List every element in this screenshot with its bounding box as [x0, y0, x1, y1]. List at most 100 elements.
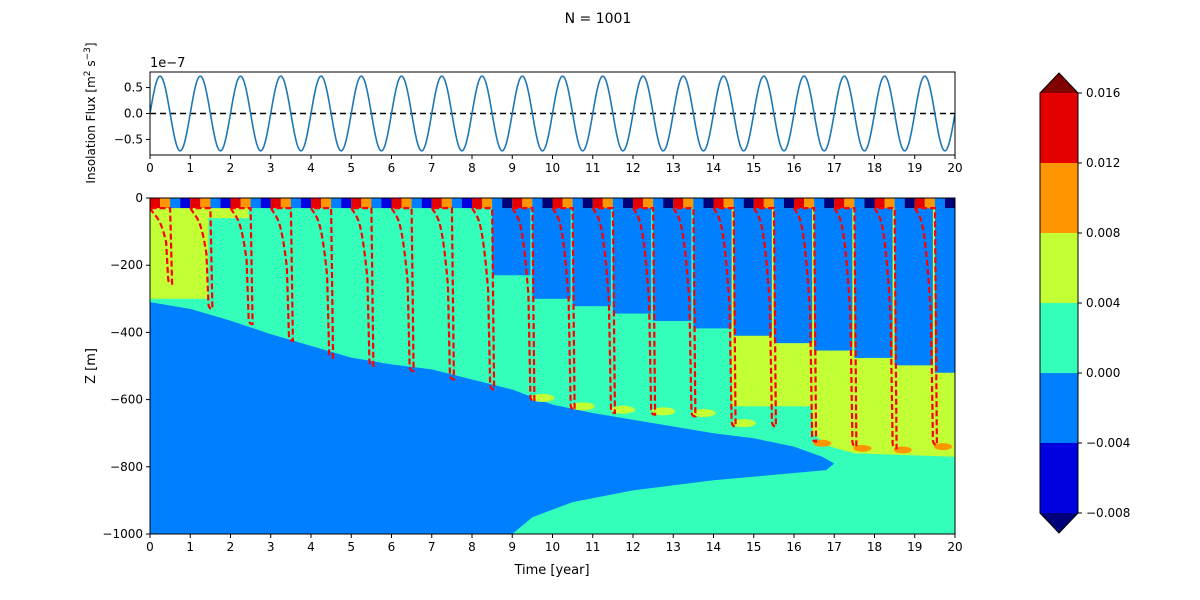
surface-band-cell — [451, 198, 462, 209]
insolation-x-ticks: 0 1 2 3 4 5 6 7 8 9 10 11 12 13 14 15 16 17 18 19 20 — [146, 155, 963, 175]
surface-band-cell — [260, 198, 271, 209]
insolation-x-tick-label: 1 — [186, 161, 194, 175]
insolation-x-tick-label: 12 — [625, 161, 640, 175]
mixed-layer-blue-fill — [894, 208, 933, 366]
subsurface-blob — [691, 409, 716, 418]
depth-x-tick-label: 20 — [947, 540, 962, 554]
surface-band-cell — [582, 198, 593, 209]
depth-x-tick-label: 15 — [746, 540, 761, 554]
surface-band-cell — [944, 198, 955, 209]
mixed-layer-depth-curve — [833, 207, 858, 448]
mixed-layer-depth-curve — [712, 207, 737, 428]
figure-title: N = 1001 — [565, 11, 632, 27]
surface-band-cell — [713, 198, 724, 209]
surface-band-cell — [391, 198, 402, 209]
surface-band-cell — [321, 198, 332, 209]
mixed-layer-blue-fill — [572, 208, 611, 307]
surface-band-cell — [290, 198, 301, 209]
surface-band-cell — [160, 198, 171, 209]
surface-band-cell — [804, 198, 815, 209]
mixed-layer-blue-fill — [773, 208, 813, 344]
depth-x-tick-label: 0 — [146, 540, 154, 554]
depth-x-tick-label: 5 — [347, 540, 355, 554]
colorbar-tick-label: 0.000 — [1086, 366, 1120, 380]
insolation-x-tick-label: 14 — [706, 161, 721, 175]
colorbar-ticks: −0.008 −0.004 0.000 0.004 0.008 0.012 0.016 — [1078, 86, 1130, 520]
depth-x-tick-label: 9 — [508, 540, 516, 554]
insolation-series-line — [150, 75, 955, 152]
surface-band-cell — [914, 198, 925, 209]
depth-y-tick-label: −600 — [110, 393, 143, 407]
surface-band-cell — [794, 198, 805, 209]
surface-band-cell — [602, 198, 613, 209]
surface-band-cell — [502, 198, 513, 209]
surface-band-cell — [200, 198, 211, 209]
surface-band-cell — [361, 198, 372, 209]
colorbar-tick-label: 0.008 — [1086, 226, 1120, 240]
surface-band-cell — [210, 198, 221, 209]
insolation-x-tick-label: 3 — [267, 161, 275, 175]
depth-x-tick-label: 16 — [786, 540, 801, 554]
colorbar: −0.008 −0.004 0.000 0.004 0.008 0.012 0.016 — [1039, 72, 1130, 534]
depth-x-tick-label: 19 — [907, 540, 922, 554]
surface-band-cell — [733, 198, 744, 209]
insolation-x-tick-label: 15 — [746, 161, 761, 175]
surface-band-cell — [934, 198, 945, 209]
depth-panel: 0 1 2 3 4 5 6 7 8 9 10 11 12 13 14 15 16 17 18 19 20 0−200−4… — [84, 191, 963, 578]
colorbar-segments — [1040, 93, 1078, 513]
mixed-layer-depth-curve — [551, 207, 576, 411]
depth-x-tick-label: 13 — [666, 540, 681, 554]
surface-band-cell — [250, 198, 261, 209]
deep-layer-region — [150, 302, 835, 534]
surface-band-cell — [411, 198, 422, 209]
surface-band-cell — [472, 198, 483, 209]
depth-y-tick-label: −800 — [110, 460, 143, 474]
subsurface-blob — [813, 439, 832, 447]
insolation-x-tick-label: 9 — [508, 161, 516, 175]
depth-y-tick-label: −400 — [110, 325, 143, 339]
surface-band-cell — [874, 198, 885, 209]
mixed-layer-depth-curve — [430, 207, 456, 381]
insolation-x-tick-label: 16 — [786, 161, 801, 175]
surface-band-cell — [723, 198, 734, 209]
surface-band-cell — [170, 198, 181, 209]
surface-band-cell — [381, 198, 392, 209]
surface-band-cell — [461, 198, 472, 209]
depth-x-tick-label: 2 — [227, 540, 235, 554]
subsurface-blob — [651, 407, 676, 416]
mixed-layer-blue-fill — [854, 208, 893, 358]
surface-band-cell — [220, 198, 231, 209]
surface-band-cell — [763, 198, 774, 209]
surface-band-cell — [783, 198, 794, 209]
contour-plot-area — [150, 198, 955, 534]
colorbar-over-extension — [1040, 73, 1078, 93]
mixed-layer-depth-curve — [511, 207, 536, 403]
depth-x-tick-label: 4 — [307, 540, 315, 554]
surface-band — [150, 198, 955, 209]
insolation-x-tick-label: 11 — [585, 161, 600, 175]
insolation-x-tick-label: 20 — [947, 161, 962, 175]
insolation-plot-area — [150, 75, 955, 152]
colorbar-tick-label: 0.004 — [1086, 296, 1120, 310]
colorbar-segment — [1040, 373, 1078, 443]
insolation-offset-label: 1e−7 — [150, 56, 185, 71]
depth-x-tick-label: 1 — [186, 540, 194, 554]
colorbar-tick-label: −0.008 — [1086, 506, 1130, 520]
upper-layer-deep-band — [812, 406, 955, 457]
insolation-x-tick-label: 7 — [428, 161, 436, 175]
surface-band-cell — [884, 198, 895, 209]
mixed-layer-blue-fill — [733, 208, 772, 336]
insolation-y-tick-label: −0.5 — [114, 132, 143, 146]
mixed-layer-depth-curve — [591, 207, 617, 415]
mixed-layer-blue-fills — [492, 208, 955, 373]
surface-band-cell — [572, 198, 583, 209]
mixed-layer-blue-fill — [492, 208, 531, 276]
mixed-layer-depth-curve — [672, 207, 697, 418]
surface-band-cell — [190, 198, 201, 209]
surface-band-cell — [230, 198, 241, 209]
surface-band-cell — [643, 198, 654, 209]
surface-band-cell — [331, 198, 342, 209]
mixed-layer-depth-curve — [752, 207, 778, 428]
surface-band-cell — [532, 198, 543, 209]
mixed-layer-depth-curve — [269, 207, 295, 342]
